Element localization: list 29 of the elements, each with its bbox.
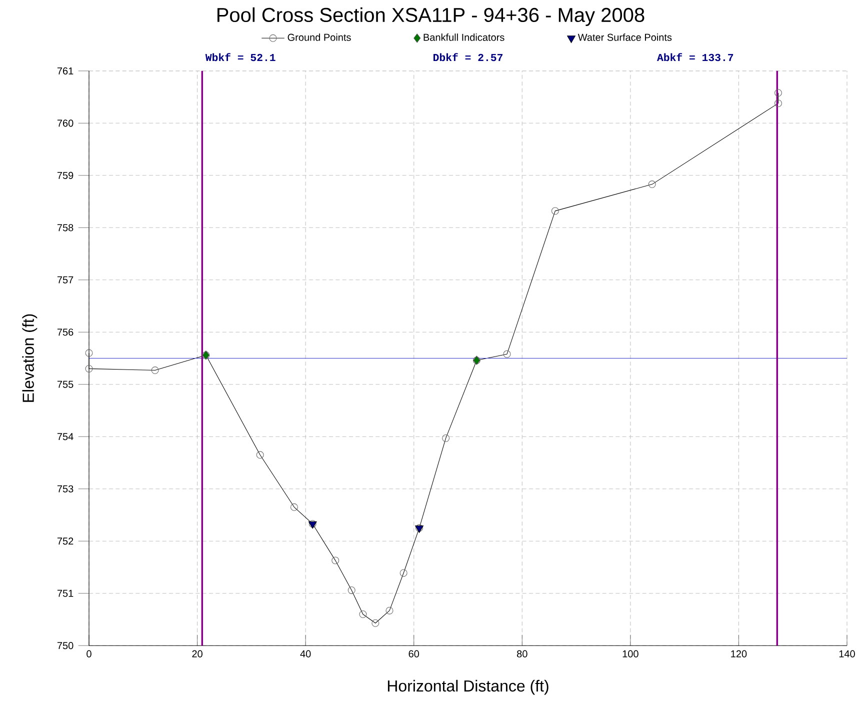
y-tick-label: 752 xyxy=(57,538,74,545)
legend-label: Bankfull Indicators xyxy=(424,34,504,41)
y-tick-label: 760 xyxy=(57,120,74,127)
x-tick-label: 100 xyxy=(622,650,638,658)
text: Wbkf = 52.1 xyxy=(205,53,276,62)
y-axis-title: Elevation (ft) xyxy=(22,314,38,402)
text: Dbkf = 2.57 xyxy=(434,53,502,62)
x-tick-label: 60 xyxy=(408,650,420,658)
legend-label: Water Surface Points xyxy=(578,34,672,41)
y-tick-label: 751 xyxy=(57,590,74,597)
y-tick-label: 761 xyxy=(57,67,74,74)
x-axis-title: Horizontal Distance (ft) xyxy=(388,680,548,695)
y-tick-label: 756 xyxy=(57,328,74,336)
x-tick-label: 0 xyxy=(86,650,92,658)
y-tick-label: 750 xyxy=(57,642,74,650)
legend-label: Ground Points xyxy=(288,34,351,41)
x-tick-label: 140 xyxy=(839,650,855,658)
y-tick-label: 755 xyxy=(57,380,74,388)
x-tick-label: 20 xyxy=(192,650,202,658)
y-tick-label: 754 xyxy=(57,433,74,440)
y-tick-label: 757 xyxy=(57,276,74,284)
x-tick-label: 80 xyxy=(517,650,528,658)
y-tick-label: 753 xyxy=(57,485,74,492)
chart-title: Pool Cross Section XSA11P - 94+36 - May 2008 xyxy=(217,7,644,26)
x-tick-label: 40 xyxy=(300,650,311,658)
x-tick-label: 120 xyxy=(731,650,747,658)
text: Abkf = 133.7 xyxy=(656,53,734,62)
y-tick-label: 758 xyxy=(57,224,74,232)
y-tick-label: 759 xyxy=(57,172,74,179)
